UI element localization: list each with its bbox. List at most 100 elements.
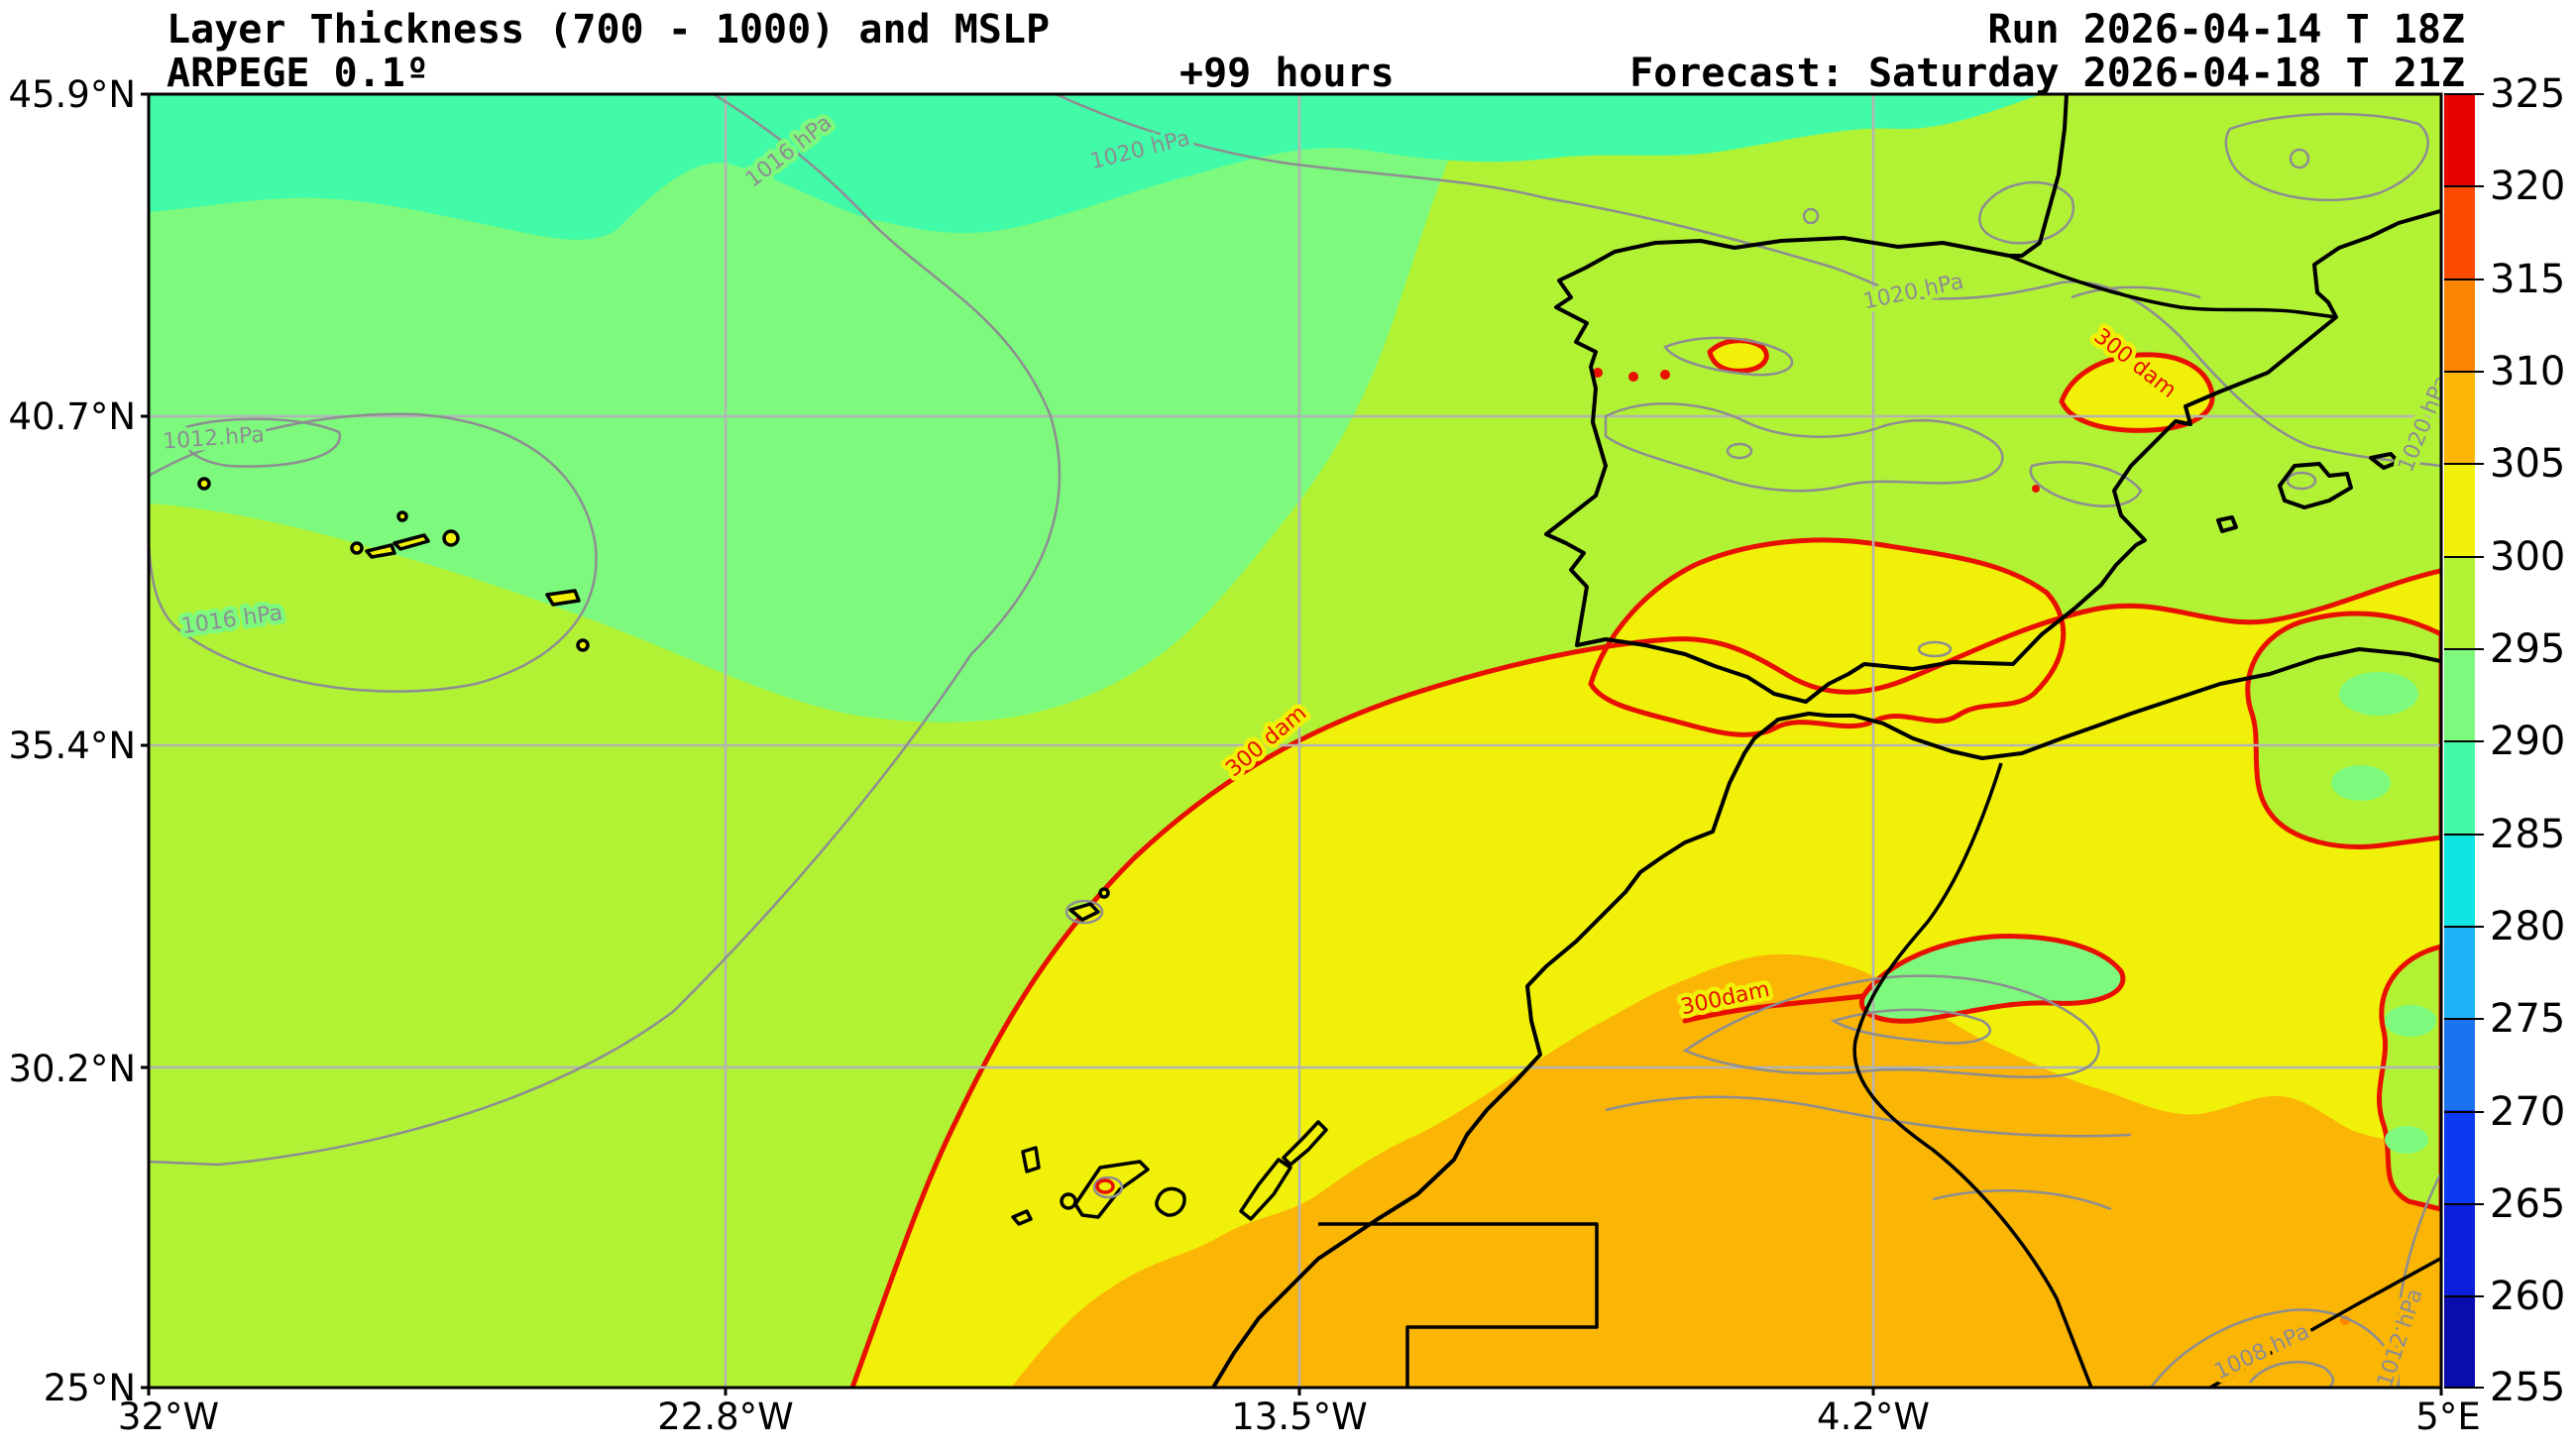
cb-label-310: 310 xyxy=(2490,349,2566,394)
y-tick-35-4N: 35.4°N xyxy=(8,725,136,767)
colorbar xyxy=(2444,94,2475,1389)
island-lanzarote xyxy=(1282,1120,1328,1167)
gridlines xyxy=(149,94,2441,1388)
island-sao-jorge xyxy=(392,533,430,551)
coastlines xyxy=(1211,94,2441,1388)
island-la-palma xyxy=(1021,1146,1041,1173)
cb-label-285: 285 xyxy=(2490,812,2566,857)
cb-tick xyxy=(2444,371,2484,373)
island-gran-canaria xyxy=(1155,1186,1186,1217)
cb-label-280: 280 xyxy=(2490,904,2566,949)
cb-tick xyxy=(2444,1203,2484,1205)
island-madeira xyxy=(1068,902,1100,922)
page-title: Layer Thickness (700 - 1000) and MSLP xyxy=(167,7,1051,53)
islands xyxy=(197,477,1328,1226)
run-info-block: Run 2026-04-14 T 18Z Forecast: Saturday 2… xyxy=(1629,8,2465,95)
island-menorca xyxy=(2369,452,2401,470)
y-tick-40-7N: 40.7°N xyxy=(8,395,136,438)
cb-label-315: 315 xyxy=(2490,257,2566,302)
cb-tick xyxy=(2444,1387,2484,1389)
fill-290-295 xyxy=(149,94,1487,723)
colorbar-seg-270-275 xyxy=(2444,1018,2475,1111)
island-mallorca xyxy=(2278,462,2353,509)
cb-tick xyxy=(2444,185,2484,187)
x-tick-13-5W: 13.5°W xyxy=(1231,1396,1368,1438)
island-pico xyxy=(365,543,396,559)
model-label: ARPEGE 0.1º xyxy=(167,51,429,96)
island-santa-maria xyxy=(576,638,590,652)
island-ibiza xyxy=(2216,515,2238,533)
colorbar-seg-300-305 xyxy=(2444,463,2475,557)
cb-label-295: 295 xyxy=(2490,626,2566,672)
border-pyrenees xyxy=(2008,254,2337,319)
axis-ticks xyxy=(141,92,2443,1396)
y-tick-45-9N: 45.9°N xyxy=(8,73,136,116)
fill-305-310 xyxy=(1011,953,2440,1388)
run-label: Run 2026-04-14 T 18Z xyxy=(1987,7,2465,53)
cb-tick xyxy=(2444,279,2484,280)
y-tick-30-2N: 30.2°N xyxy=(8,1048,136,1090)
lead-time-label: +99 hours xyxy=(1179,51,1395,96)
fill-285-290 xyxy=(149,94,2042,240)
cb-tick xyxy=(2444,648,2484,650)
x-tick-22-8W: 22.8°W xyxy=(657,1396,794,1438)
island-terceira xyxy=(442,529,460,547)
chart-title-block: Layer Thickness (700 - 1000) and MSLP ARP… xyxy=(167,8,1050,95)
tenerife-300dam-ring xyxy=(1095,1178,1115,1194)
cb-tick xyxy=(2444,463,2484,465)
forecast-label: Forecast: Saturday 2026-04-18 T 21Z xyxy=(1629,51,2465,96)
colorbar-seg-315-320 xyxy=(2444,186,2475,279)
x-tick-5E: 5°E xyxy=(2415,1396,2481,1438)
cb-label-320: 320 xyxy=(2490,164,2566,209)
cb-label-300: 300 xyxy=(2490,534,2566,580)
colorbar-seg-285-290 xyxy=(2444,740,2475,834)
colorbar-seg-260-265 xyxy=(2444,1202,2475,1295)
colorbar-seg-275-280 xyxy=(2444,925,2475,1019)
island-sao-miguel xyxy=(545,589,581,607)
cb-tick xyxy=(2444,1295,2484,1297)
cb-tick xyxy=(2444,93,2484,95)
yellow-300dam-blobs xyxy=(1588,338,2215,737)
colorbar-seg-295-300 xyxy=(2444,556,2475,649)
tenerife-isobar-ring xyxy=(1092,1175,1124,1199)
colorbar-seg-290-295 xyxy=(2444,648,2475,741)
isobar-contours xyxy=(149,94,2441,1388)
island-graciosa xyxy=(396,510,408,522)
island-fuerteventura xyxy=(1239,1158,1292,1221)
island-flores xyxy=(197,477,211,491)
colorbar-seg-280-285 xyxy=(2444,833,2475,926)
x-tick-4-2W: 4.2°W xyxy=(1817,1396,1930,1438)
cb-label-275: 275 xyxy=(2490,996,2566,1042)
red-300dam-dots xyxy=(1593,368,2040,493)
island-la-gomera xyxy=(1060,1192,1077,1210)
colorbar-seg-310-315 xyxy=(2444,279,2475,372)
green-300dam-atlas xyxy=(1858,934,2126,1024)
cb-label-290: 290 xyxy=(2490,719,2566,764)
plot-frame xyxy=(147,92,2443,1390)
border-southeast xyxy=(2209,1257,2441,1388)
colorbar-seg-255-260 xyxy=(2444,1294,2475,1389)
x-tick-32W: 32°W xyxy=(117,1396,220,1438)
border-morocco-algeria xyxy=(1852,762,2093,1388)
colorbar-seg-265-270 xyxy=(2444,1110,2475,1203)
island-el-hierro xyxy=(1011,1209,1033,1226)
colorbar-seg-305-310 xyxy=(2444,371,2475,464)
cb-label-265: 265 xyxy=(2490,1181,2566,1227)
cb-label-255: 255 xyxy=(2490,1365,2566,1410)
cb-tick xyxy=(2444,834,2484,836)
island-faial xyxy=(350,541,364,555)
cb-label-270: 270 xyxy=(2490,1089,2566,1135)
cb-tick xyxy=(2444,1111,2484,1113)
cb-label-260: 260 xyxy=(2490,1274,2566,1319)
border-western-sahara xyxy=(1318,1222,1599,1388)
green-patches-east xyxy=(2331,672,2436,1154)
coast-africa xyxy=(1211,647,2441,1388)
cb-tick xyxy=(2444,556,2484,558)
cb-tick xyxy=(2444,926,2484,928)
colorbar-seg-320-325 xyxy=(2444,94,2475,187)
cb-tick xyxy=(2444,740,2484,742)
coast-iberia-france xyxy=(1544,94,2441,704)
cb-label-325: 325 xyxy=(2490,71,2566,117)
